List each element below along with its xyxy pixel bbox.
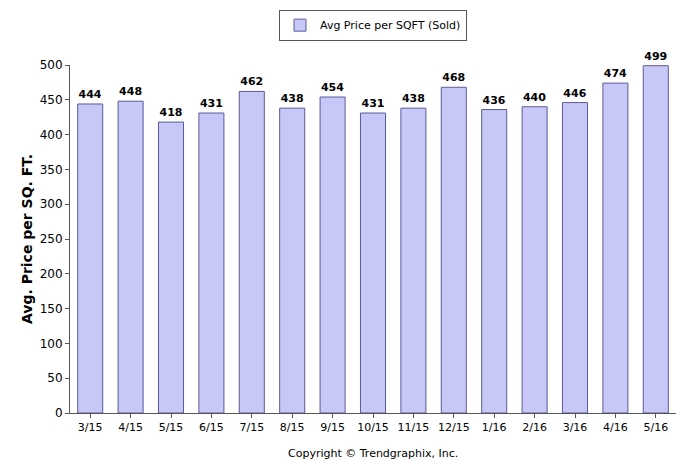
svg-text:4/16: 4/16 [603, 421, 628, 434]
svg-text:5/16: 5/16 [643, 421, 668, 434]
svg-text:400: 400 [40, 128, 63, 142]
svg-text:446: 446 [563, 87, 586, 100]
svg-text:Avg. Price per SQ. FT.: Avg. Price per SQ. FT. [19, 154, 35, 324]
svg-text:499: 499 [644, 50, 667, 63]
svg-text:150: 150 [40, 302, 63, 316]
svg-text:3/16: 3/16 [563, 421, 588, 434]
svg-text:Avg Price per SQFT (Sold): Avg Price per SQFT (Sold) [320, 19, 460, 32]
svg-text:431: 431 [362, 97, 385, 110]
svg-text:450: 450 [40, 93, 63, 107]
svg-text:350: 350 [40, 163, 63, 177]
svg-text:250: 250 [40, 232, 63, 246]
svg-text:1/16: 1/16 [482, 421, 507, 434]
svg-text:438: 438 [281, 92, 304, 105]
svg-text:8/15: 8/15 [280, 421, 305, 434]
svg-text:Copyright © Trendgraphix, Inc.: Copyright © Trendgraphix, Inc. [288, 447, 458, 460]
svg-text:468: 468 [442, 71, 465, 84]
svg-text:11/15: 11/15 [398, 421, 430, 434]
svg-text:474: 474 [604, 67, 627, 80]
svg-text:12/15: 12/15 [438, 421, 470, 434]
svg-text:6/15: 6/15 [199, 421, 224, 434]
svg-text:448: 448 [119, 85, 142, 98]
svg-text:3/15: 3/15 [78, 421, 103, 434]
svg-text:7/15: 7/15 [239, 421, 264, 434]
svg-text:436: 436 [483, 94, 506, 107]
svg-text:200: 200 [40, 267, 63, 281]
svg-text:454: 454 [321, 81, 344, 94]
svg-text:418: 418 [160, 106, 183, 119]
svg-text:431: 431 [200, 97, 223, 110]
svg-text:100: 100 [40, 337, 63, 351]
svg-text:438: 438 [402, 92, 425, 105]
svg-text:50: 50 [47, 371, 62, 385]
svg-text:0: 0 [55, 406, 63, 420]
svg-text:4/15: 4/15 [118, 421, 143, 434]
svg-text:10/15: 10/15 [357, 421, 389, 434]
svg-text:500: 500 [40, 58, 63, 72]
svg-text:444: 444 [79, 88, 102, 101]
svg-text:9/15: 9/15 [320, 421, 345, 434]
svg-text:300: 300 [40, 197, 63, 211]
svg-text:5/15: 5/15 [159, 421, 184, 434]
svg-text:440: 440 [523, 91, 546, 104]
svg-text:2/16: 2/16 [522, 421, 547, 434]
svg-text:462: 462 [240, 75, 263, 88]
